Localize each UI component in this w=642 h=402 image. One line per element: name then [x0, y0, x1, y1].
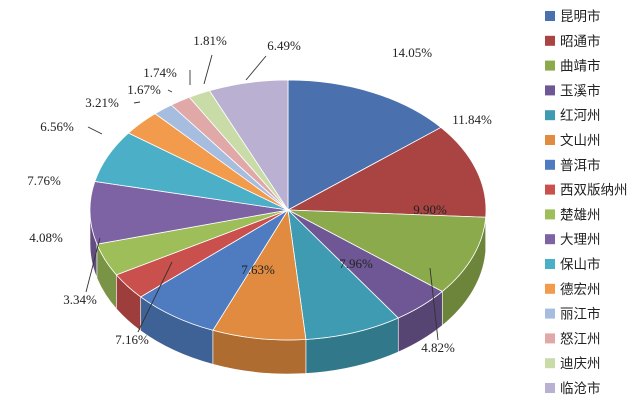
legend-swatch-普洱市: [545, 159, 555, 170]
data-label-西双版纳州: 3.34%: [63, 292, 97, 307]
legend-swatch-昆明市: [545, 11, 555, 21]
leader-line-迪庆州: [203, 54, 213, 85]
data-label-文山州: 7.63%: [241, 262, 275, 277]
leader-line-普洱市: [137, 261, 173, 333]
legend-swatch-文山州: [545, 135, 555, 145]
legend-label-楚雄州: 楚雄州: [560, 207, 601, 223]
leader-line-丽江市: [167, 89, 173, 93]
data-label-怒江州: 1.74%: [143, 65, 177, 80]
legend-label-昭通市: 昭通市: [560, 33, 601, 50]
legend-label-大理州: 大理州: [560, 232, 601, 248]
pie-sides: [89, 209, 487, 375]
legend-label-保山市: 保山市: [560, 256, 601, 273]
pie-slice-曲靖市: [287, 209, 487, 292]
data-label-丽江市: 1.67%: [127, 82, 161, 97]
legend-label-玉溪市: 玉溪市: [560, 82, 601, 99]
legend-swatch-楚雄州: [545, 209, 555, 220]
pie-slice-临沧市: [208, 79, 289, 212]
data-labels: 14.05% 11.84% 9.90% 4.82% 7.96% 7.63% 7.16% 3.3…: [27, 33, 492, 355]
legend: 昆明市昭通市曲靖市玉溪市红河州文山州普洱市西双版纳州楚雄州大理州保山市德宏州丽江…: [545, 8, 628, 397]
pie-slice-大理州: [89, 181, 289, 245]
data-label-迪庆州: 1.81%: [193, 33, 227, 48]
legend-swatch-怒江州: [545, 333, 555, 344]
data-label-红河州: 7.96%: [339, 256, 373, 271]
leader-line-玉溪市: [429, 267, 439, 341]
legend-swatch-临沧市: [545, 383, 555, 393]
legend-swatch-西双版纳州: [545, 184, 555, 195]
legend-label-曲靖市: 曲靖市: [560, 58, 601, 75]
legend-label-迪庆州: 迪庆州: [560, 356, 601, 372]
pie-slice-昆明市: [287, 79, 442, 211]
legend-swatch-昭通市: [545, 35, 555, 46]
legend-swatch-红河州: [545, 110, 555, 121]
data-label-临沧市: 6.49%: [267, 38, 301, 53]
pie-slice-文山州: [212, 208, 307, 341]
legend-swatch-曲靖市: [545, 60, 555, 71]
data-label-昆明市: 14.05%: [392, 45, 432, 60]
legend-label-怒江州: 怒江州: [560, 331, 601, 347]
pie-slice-昭通市: [286, 126, 487, 218]
legend-swatch-玉溪市: [545, 85, 555, 96]
data-label-德宏州: 3.21%: [85, 95, 119, 110]
legend-label-临沧市: 临沧市: [560, 380, 601, 397]
leader-lines: [85, 54, 439, 341]
legend-label-红河州: 红河州: [560, 108, 601, 124]
legend-label-文山州: 文山州: [560, 133, 601, 149]
data-label-普洱市: 7.16%: [115, 332, 149, 347]
data-label-大理州: 7.76%: [27, 173, 61, 188]
pie-slices: [89, 79, 487, 341]
leader-line-德宏州: [133, 101, 141, 104]
leader-line-临沧市: [245, 55, 267, 81]
legend-label-昆明市: 昆明市: [560, 8, 601, 25]
legend-swatch-大理州: [545, 234, 555, 245]
data-label-玉溪市: 4.82%: [421, 340, 455, 355]
legend-label-普洱市: 普洱市: [560, 157, 601, 174]
legend-swatch-迪庆州: [545, 358, 555, 369]
legend-swatch-丽江市: [545, 308, 555, 319]
leader-line-保山市: [87, 126, 103, 135]
legend-swatch-保山市: [545, 259, 555, 269]
data-label-楚雄州: 4.08%: [29, 230, 63, 245]
legend-label-丽江市: 丽江市: [560, 306, 601, 323]
legend-swatch-德宏州: [545, 283, 555, 294]
data-label-保山市: 6.56%: [40, 119, 74, 134]
leader-line-西双版纳州: [85, 237, 101, 293]
data-label-昭通市: 11.84%: [452, 112, 492, 127]
legend-label-西双版纳州: 西双版纳州: [560, 183, 628, 199]
pie-slice-红河州: [287, 208, 399, 340]
legend-label-德宏州: 德宏州: [560, 282, 601, 298]
data-label-曲靖市: 9.90%: [413, 202, 447, 217]
